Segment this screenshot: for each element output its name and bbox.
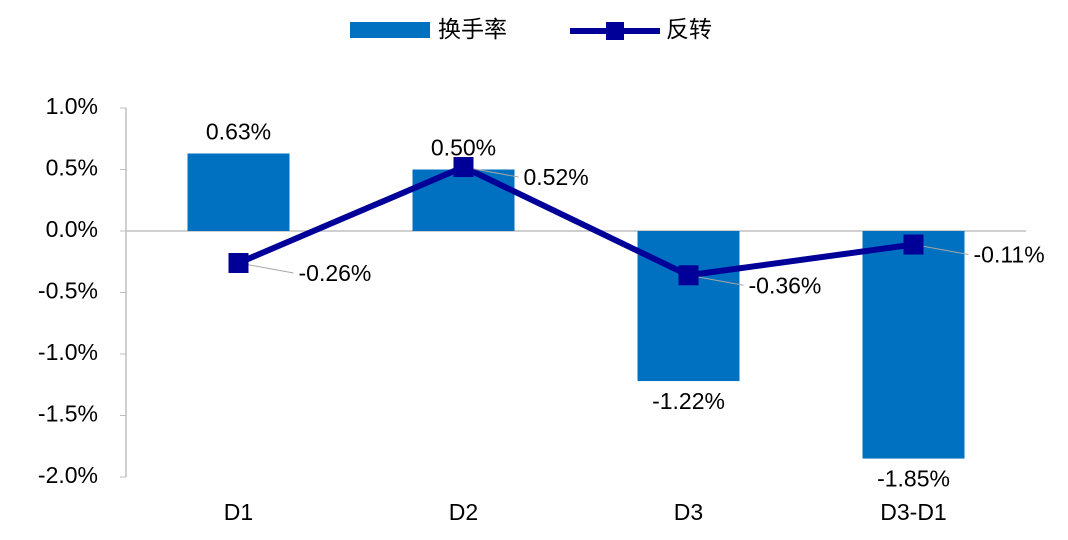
y-tick-label: 0.0% [46, 216, 98, 242]
bar-value-label: -1.22% [652, 388, 725, 414]
line-value-label: -0.26% [299, 260, 372, 286]
x-tick-label: D1 [224, 499, 253, 525]
line-marker [903, 234, 924, 255]
y-tick-label: -1.5% [38, 401, 98, 427]
line-value-label: 0.52% [524, 164, 589, 190]
legend-swatch [350, 22, 430, 38]
line-value-label: -0.36% [749, 272, 822, 298]
y-tick-label: -0.5% [38, 278, 98, 304]
x-tick-label: D3 [674, 499, 703, 525]
bar [187, 153, 290, 231]
bar-value-label: -1.85% [877, 466, 950, 492]
line-marker [678, 265, 699, 286]
x-tick-label: D3-D1 [880, 499, 946, 525]
line-value-label: -0.11% [974, 242, 1045, 268]
line-marker [453, 157, 474, 178]
bar-value-label: 0.63% [206, 119, 271, 145]
bar-value-label: 0.50% [431, 135, 496, 161]
bar [412, 169, 515, 231]
x-tick-label: D2 [449, 499, 478, 525]
y-tick-label: -2.0% [38, 462, 98, 488]
legend-marker [606, 22, 624, 40]
line-marker [228, 252, 249, 273]
y-tick-label: 0.5% [46, 155, 98, 181]
y-tick-label: 1.0% [46, 93, 98, 119]
legend-label: 换手率 [438, 16, 507, 42]
y-tick-label: -1.0% [38, 339, 98, 365]
bar [637, 231, 740, 382]
line [237, 164, 914, 279]
bar [862, 231, 965, 459]
legend-label: 反转 [666, 16, 712, 42]
